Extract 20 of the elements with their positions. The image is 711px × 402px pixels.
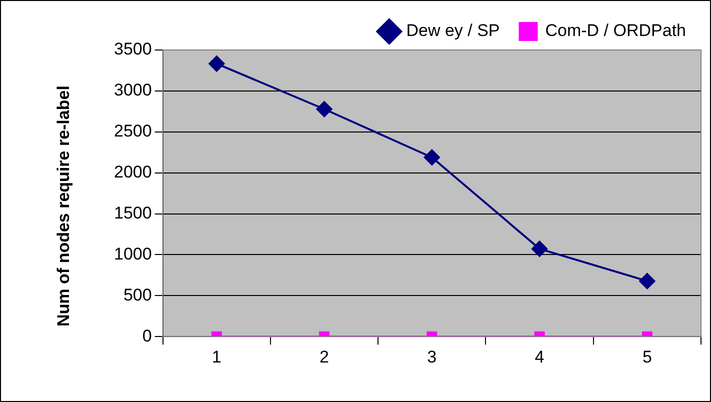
x-tick-label: 4 (534, 347, 544, 366)
y-tick-label: 3000 (114, 80, 152, 100)
y-tick-label: 500 (123, 285, 152, 304)
point (316, 101, 332, 118)
legend-label: Dew ey / SP (406, 21, 500, 40)
y-tick-label: 3500 (114, 40, 152, 59)
y-tick-label: 0 (142, 326, 152, 346)
y-tick-label: 1500 (114, 203, 152, 222)
point (532, 240, 548, 257)
x-tick-label: 5 (642, 347, 652, 366)
point (208, 56, 225, 72)
legend-label: Com-D / ORDPath (545, 21, 686, 40)
y-tick-label: 2500 (114, 122, 152, 141)
point (424, 149, 440, 166)
y-tick-label: 1000 (114, 244, 152, 264)
x-tick-label: 1 (212, 347, 222, 366)
y-axis-title: Num of nodes require re-label (54, 84, 74, 328)
y-tick-label: 2000 (114, 162, 152, 182)
x-tick-label: 3 (427, 347, 437, 366)
x-tick-label: 2 (320, 347, 330, 366)
